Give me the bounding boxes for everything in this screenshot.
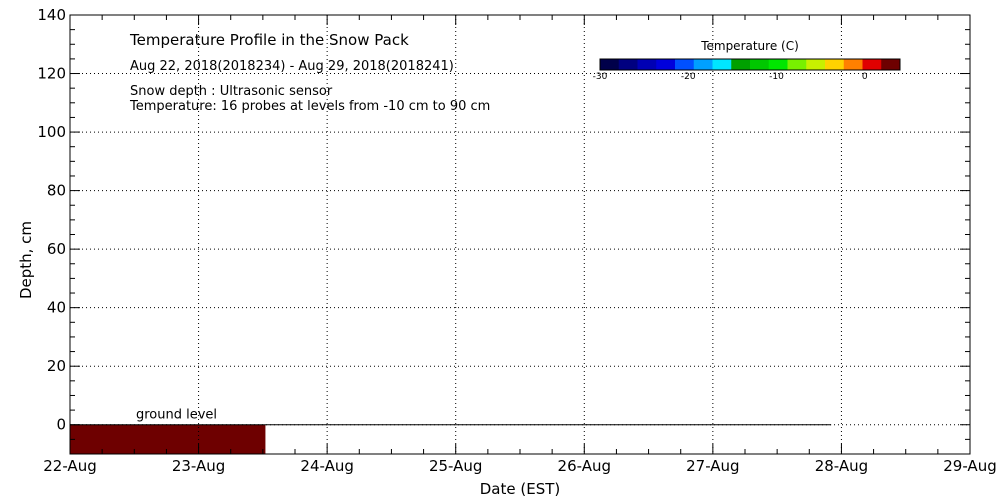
x-tick-label: 22-Aug [43, 457, 96, 475]
plot-background [70, 15, 970, 454]
chart-title: Temperature Profile in the Snow Pack [129, 31, 409, 49]
y-tick-label: 120 [37, 65, 66, 83]
chart-subtitle: Aug 22, 2018(2018234) - Aug 29, 2018(201… [130, 59, 454, 74]
x-tick-label: 28-Aug [815, 457, 868, 475]
colorbar-segment [881, 59, 901, 70]
x-tick-label: 29-Aug [943, 457, 996, 475]
colorbar-segment [806, 59, 826, 70]
y-tick-label: 80 [47, 182, 66, 200]
colorbar-segment [843, 59, 863, 70]
colorbar-segment [675, 59, 695, 70]
y-tick-label: 20 [47, 357, 66, 375]
y-tick-label: 40 [47, 299, 66, 317]
temperature-fill-block [70, 424, 266, 454]
colorbar-segments [600, 59, 901, 70]
colorbar-tick-label: -10 [769, 72, 784, 82]
colorbar-tick-label: -20 [681, 72, 696, 82]
y-axis-title: Depth, cm [17, 221, 35, 299]
x-axis-title: Date (EST) [480, 480, 561, 498]
colorbar-segment [637, 59, 657, 70]
temperature-fill-layer [70, 424, 266, 454]
colorbar-border [599, 58, 901, 71]
colorbar-segment [693, 59, 713, 70]
colorbar-segment [656, 59, 676, 70]
colorbar-tick-label: 0 [862, 72, 868, 82]
temperature-colorbar: Temperature (C) -30 -20 -10 0 [593, 39, 901, 82]
x-axis-ticks: 22-Aug 23-Aug 24-Aug 25-Aug 26-Aug 27-Aug 28-A… [43, 15, 997, 475]
colorbar-segment [768, 59, 788, 70]
colorbar-segment [750, 59, 770, 70]
colorbar-segment [600, 59, 620, 70]
colorbar-segment [618, 59, 638, 70]
colorbar-segment [825, 59, 845, 70]
colorbar-title: Temperature (C) [700, 39, 799, 53]
ground-level-layer: ground level [70, 408, 832, 426]
y-tick-label: 140 [37, 6, 66, 24]
plot-area [70, 15, 970, 454]
x-tick-label: 27-Aug [686, 457, 739, 475]
colorbar-segment [787, 59, 807, 70]
temperature-note: Temperature: 16 probes at levels from -1… [129, 99, 490, 114]
colorbar-tick-labels: -30 -20 -10 0 [593, 72, 868, 82]
colorbar-segment [731, 59, 751, 70]
x-tick-label: 23-Aug [172, 457, 225, 475]
y-tick-label: 60 [47, 240, 66, 258]
y-axis-ticks: 0 20 40 60 80 100 120 140 [37, 6, 970, 455]
ground-level-label: ground level [136, 408, 217, 423]
y-tick-label: 0 [56, 416, 66, 434]
colorbar-segment [712, 59, 732, 70]
colorbar-segment [862, 59, 882, 70]
y-tick-label: 100 [37, 123, 66, 141]
x-tick-label: 26-Aug [558, 457, 611, 475]
x-tick-label: 24-Aug [300, 457, 353, 475]
x-tick-label: 25-Aug [429, 457, 482, 475]
snow-depth-note: Snow depth : Ultrasonic sensor [130, 84, 333, 99]
colorbar-tick-label: -30 [593, 72, 608, 82]
